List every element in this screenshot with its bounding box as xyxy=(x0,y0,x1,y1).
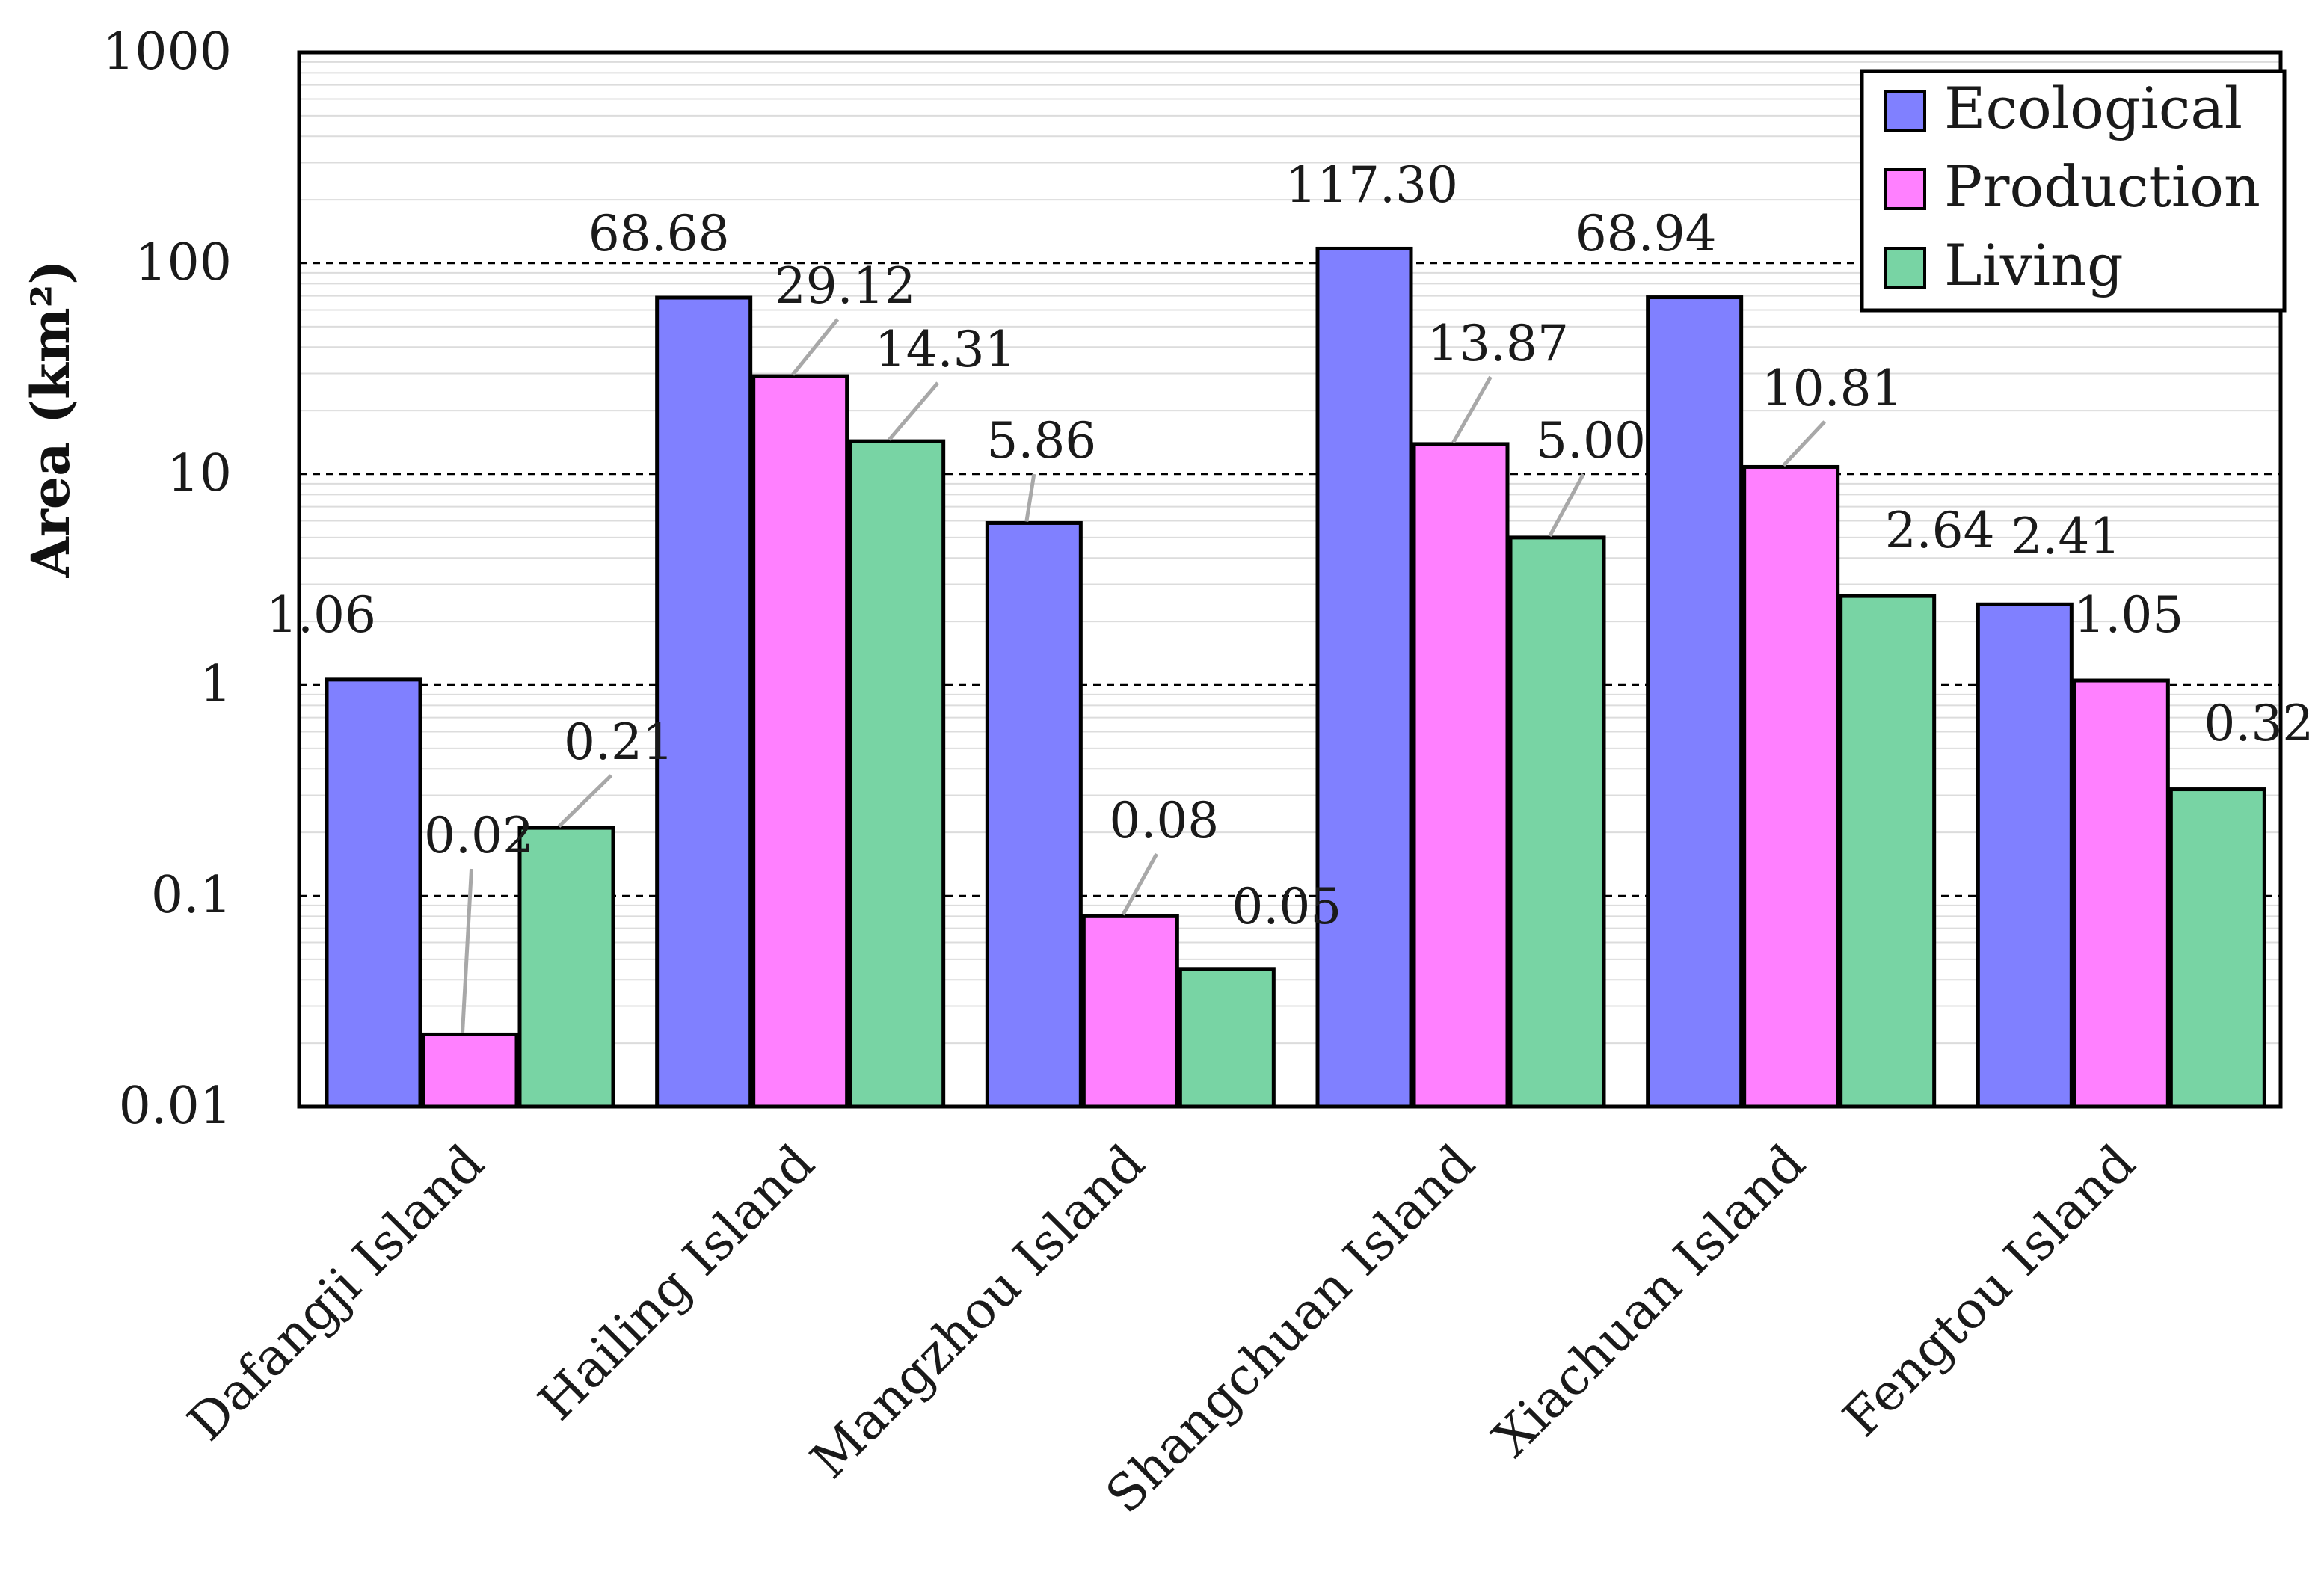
legend-swatch-living xyxy=(1884,247,1926,289)
major-gridlines xyxy=(299,262,2281,897)
data-label: 14.31 xyxy=(875,321,1016,378)
legend-label-production: Production xyxy=(1944,153,2260,220)
leader-line xyxy=(461,868,473,1033)
bar-production-dafangji-island xyxy=(421,1032,519,1109)
leader-line xyxy=(791,318,840,376)
bar-living-fengtou-island xyxy=(2168,787,2266,1109)
bar-living-dafangji-island xyxy=(517,826,615,1109)
data-label: 2.41 xyxy=(2011,508,2121,565)
legend-label-living: Living xyxy=(1944,232,2124,298)
data-label: 0.21 xyxy=(564,713,674,771)
y-tick-label: 0.01 xyxy=(119,1077,232,1136)
data-label: 5.00 xyxy=(1536,412,1646,470)
bar-ecological-xiachuan-island xyxy=(1646,295,1744,1109)
bar-ecological-mangzhou-island xyxy=(985,520,1083,1109)
legend: Ecological Production Living xyxy=(1860,69,2287,313)
bar-living-xiachuan-island xyxy=(1839,594,1937,1109)
plot-frame xyxy=(297,50,2283,1109)
label-leader-lines xyxy=(461,318,1826,1033)
legend-swatch-production xyxy=(1884,168,1926,210)
x-tick-label: Shangchuan Island xyxy=(1095,1134,1486,1525)
data-label: 0.02 xyxy=(424,807,534,864)
bar-living-shangchuan-island xyxy=(1508,535,1606,1109)
data-label: 1.05 xyxy=(2074,586,2183,644)
bar-production-xiachuan-island xyxy=(1742,464,1840,1109)
data-label: 68.94 xyxy=(1576,205,1717,262)
leader-line xyxy=(888,381,940,441)
x-tick-label: Hailing Island xyxy=(527,1134,826,1432)
data-labels: 1.06 68.68 5.86 117.30 68.94 2.41 0.02 29.12 0.0… xyxy=(266,156,2314,935)
data-label: 13.87 xyxy=(1427,315,1569,372)
leader-line xyxy=(557,774,613,828)
data-label: 2.64 xyxy=(1885,502,1995,559)
y-axis-ticks: 0.01 0.1 1 10 100 1000 xyxy=(102,22,232,1136)
data-label: 29.12 xyxy=(775,257,916,315)
bar-ecological-shangchuan-island xyxy=(1315,246,1413,1109)
legend-label-ecological: Ecological xyxy=(1944,75,2242,141)
leader-line xyxy=(1782,420,1826,467)
y-axis-title: Area (km²) xyxy=(19,260,82,579)
data-label: 0.08 xyxy=(1109,792,1219,849)
legend-swatch-ecological xyxy=(1884,90,1926,132)
y-tick-label: 10 xyxy=(167,444,232,503)
bar-ecological-hailing-island xyxy=(655,295,753,1109)
leader-line xyxy=(1024,473,1036,522)
x-tick-label: Mangzhou Island xyxy=(800,1134,1156,1490)
bar-production-shangchuan-island xyxy=(1412,442,1510,1109)
data-label: 117.30 xyxy=(1285,156,1458,214)
bar-living-hailing-island xyxy=(848,439,946,1109)
leader-line xyxy=(1548,473,1585,538)
bar-ecological-dafangji-island xyxy=(325,677,422,1109)
legend-box xyxy=(1860,69,2287,313)
y-tick-label: 1000 xyxy=(102,22,232,82)
bar-production-mangzhou-island xyxy=(1081,914,1179,1109)
bar-living-mangzhou-island xyxy=(1178,967,1276,1109)
data-label: 0.05 xyxy=(1232,878,1341,935)
data-label: 1.06 xyxy=(266,586,376,644)
leader-line xyxy=(1451,375,1493,444)
bar-production-hailing-island xyxy=(751,374,849,1109)
y-tick-label: 1 xyxy=(200,655,232,714)
x-tick-label: Fengtou Island xyxy=(1832,1134,2147,1448)
data-label: 68.68 xyxy=(588,205,730,262)
data-label: 5.86 xyxy=(986,412,1096,470)
x-tick-label: Xiachuan Island xyxy=(1482,1134,1816,1468)
bar-ecological-fengtou-island xyxy=(1976,602,2074,1109)
bars xyxy=(325,246,2266,1109)
leader-line xyxy=(1121,852,1159,916)
y-tick-label: 100 xyxy=(135,233,232,292)
data-label: 10.81 xyxy=(1762,360,1903,417)
y-tick-label: 0.1 xyxy=(151,866,232,925)
x-tick-label: Dafangji Island xyxy=(177,1134,496,1452)
bar-production-fengtou-island xyxy=(2072,678,2170,1109)
data-label: 0.32 xyxy=(2204,695,2314,752)
